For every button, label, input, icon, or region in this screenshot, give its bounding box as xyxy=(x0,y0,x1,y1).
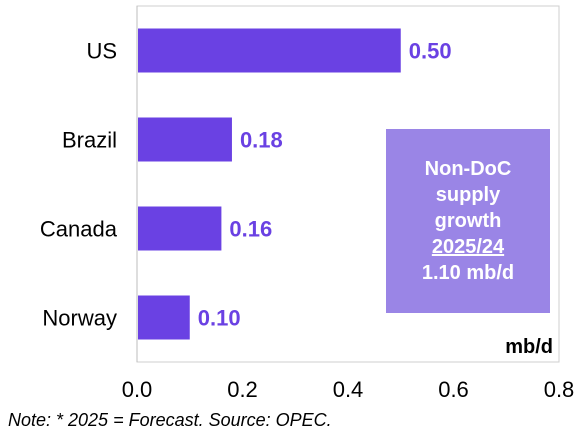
value-labels: 0.50 0.18 0.16 0.10 xyxy=(198,39,452,331)
value-label-us: 0.50 xyxy=(409,39,452,64)
callout-line-5: 1.10 mb/d xyxy=(421,262,515,284)
bar-canada xyxy=(138,206,222,251)
category-label-us: US xyxy=(86,39,117,64)
category-label-norway: Norway xyxy=(42,306,117,331)
bar-norway xyxy=(138,295,190,340)
value-label-norway: 0.10 xyxy=(198,306,241,331)
bar-brazil xyxy=(138,117,232,162)
x-tick-label: 0.8 xyxy=(544,377,575,402)
category-label-canada: Canada xyxy=(40,217,118,242)
footnote: Note: * 2025 = Forecast. Source: OPEC. xyxy=(8,410,332,430)
callout-line-3: growth xyxy=(434,210,502,232)
x-axis-ticks: 0.0 0.2 0.4 0.6 0.8 xyxy=(122,377,575,402)
x-tick-label: 0.0 xyxy=(122,377,153,402)
bars-group xyxy=(138,28,401,340)
category-label-brazil: Brazil xyxy=(62,128,117,153)
callout-line-2: supply xyxy=(435,184,501,206)
callout-line-4: 2025/24 xyxy=(431,236,505,258)
x-tick-label: 0.2 xyxy=(227,377,258,402)
x-tick-label: 0.6 xyxy=(438,377,469,402)
value-label-brazil: 0.18 xyxy=(240,128,283,153)
x-tick-label: 0.4 xyxy=(333,377,364,402)
supply-growth-callout: Non-DoC supply growth 2025/24 1.10 mb/d xyxy=(386,129,550,313)
callout-line-1: Non-DoC xyxy=(424,158,512,180)
unit-label: mb/d xyxy=(505,336,553,358)
value-label-canada: 0.16 xyxy=(229,217,272,242)
category-labels: US Brazil Canada Norway xyxy=(40,39,118,331)
bar-us xyxy=(138,28,401,73)
